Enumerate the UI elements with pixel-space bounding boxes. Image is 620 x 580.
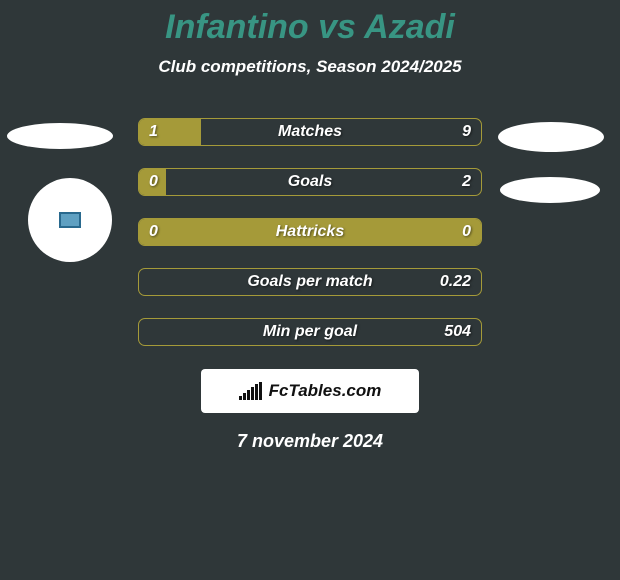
- barchart-icon: [239, 382, 263, 400]
- stat-value-right: 9: [462, 119, 471, 145]
- stat-bar: 1Matches9: [138, 118, 482, 146]
- page-subtitle: Club competitions, Season 2024/2025: [0, 57, 620, 77]
- stat-row: Goals per match0.22: [0, 257, 620, 307]
- stat-bar: Min per goal504: [138, 318, 482, 346]
- stat-value-right: 0: [462, 219, 471, 245]
- page-title: Infantino vs Azadi: [0, 8, 620, 47]
- icon-bar: [255, 384, 258, 400]
- stat-label: Min per goal: [139, 319, 481, 345]
- icon-bar: [247, 390, 250, 400]
- stat-label: Goals per match: [139, 269, 481, 295]
- icon-bar: [251, 387, 254, 400]
- icon-bar: [259, 382, 262, 400]
- branding-bar[interactable]: FcTables.com: [201, 369, 419, 413]
- stat-value-right: 504: [444, 319, 471, 345]
- stat-value-right: 2: [462, 169, 471, 195]
- stat-bar: Goals per match0.22: [138, 268, 482, 296]
- flag-icon: [59, 212, 81, 228]
- stat-label: Hattricks: [139, 219, 481, 245]
- icon-bar: [239, 396, 242, 400]
- stat-row: Min per goal504: [0, 307, 620, 357]
- watermark-ellipse: [500, 177, 600, 203]
- date-line: 7 november 2024: [0, 431, 620, 452]
- watermark-ellipse: [7, 123, 113, 149]
- stat-bar: 0Goals2: [138, 168, 482, 196]
- stat-label: Matches: [139, 119, 481, 145]
- stat-bar: 0Hattricks0: [138, 218, 482, 246]
- icon-bar: [243, 393, 246, 400]
- branding-text: FcTables.com: [269, 381, 382, 401]
- stat-label: Goals: [139, 169, 481, 195]
- stat-value-right: 0.22: [440, 269, 471, 295]
- watermark-ellipse: [498, 122, 604, 152]
- team-badge: [28, 178, 112, 262]
